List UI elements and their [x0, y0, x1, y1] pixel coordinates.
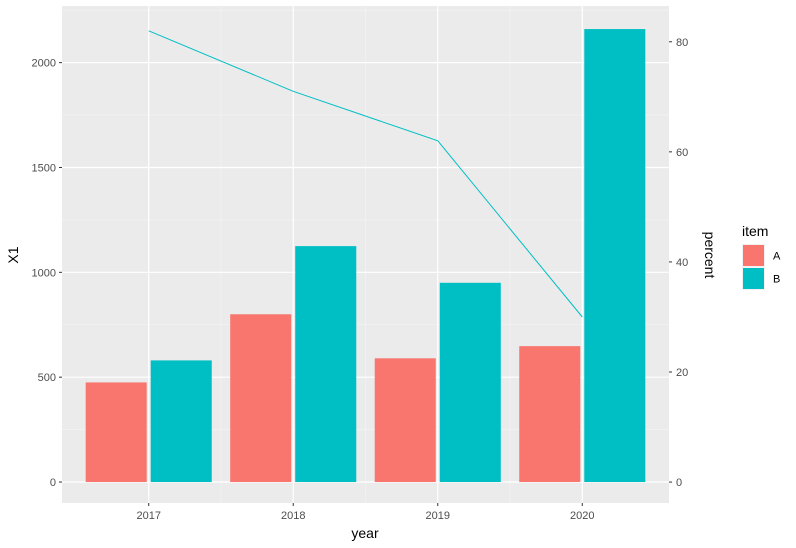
y-tick-label: 2000	[32, 58, 56, 70]
legend: item AB	[742, 223, 781, 290]
x-axis-title: year	[351, 525, 379, 541]
bars	[85, 29, 646, 483]
percent-line	[148, 30, 583, 318]
legend-label-A: A	[773, 251, 781, 263]
y-tick-label: 500	[38, 372, 56, 384]
legend-label-B: B	[773, 274, 780, 286]
legend-key-B	[743, 268, 764, 289]
x-tick-label: 2020	[570, 510, 594, 522]
y2-tick-label: 60	[676, 147, 688, 159]
bar-A-2018	[230, 314, 292, 483]
y2-tick-label: 20	[676, 367, 688, 379]
y-tick-label: 0	[50, 477, 56, 489]
y2-tick-label: 0	[676, 477, 682, 489]
y-tick-label: 1000	[32, 267, 56, 279]
legend-key-A	[743, 245, 764, 266]
y2-axis-title: percent	[702, 232, 718, 279]
bar-B-2020	[584, 29, 646, 483]
percent-line-path	[148, 30, 583, 318]
x-axis-ticks: 2017 2018 2019 2020	[136, 503, 595, 522]
bar-B-2018	[295, 246, 357, 483]
bar-B-2019	[439, 282, 501, 483]
legend-keys: AB	[742, 244, 781, 290]
y2-tick-label: 40	[676, 257, 688, 269]
x-tick-label: 2018	[281, 510, 305, 522]
y2-axis-ticks: 0 20 40 60 80	[669, 37, 688, 489]
y2-tick-label: 80	[676, 37, 688, 49]
x-tick-label: 2017	[136, 510, 160, 522]
legend-title: item	[742, 223, 768, 239]
y-tick-label: 1500	[32, 162, 56, 174]
bar-B-2017	[150, 360, 212, 483]
x-tick-label: 2019	[426, 510, 450, 522]
y-axis-ticks: 0 500 1000 1500 2000	[32, 58, 62, 489]
bar-A-2019	[374, 358, 436, 483]
y-axis-title: X1	[5, 246, 21, 263]
bar-A-2020	[519, 346, 581, 483]
bar-A-2017	[85, 382, 147, 483]
